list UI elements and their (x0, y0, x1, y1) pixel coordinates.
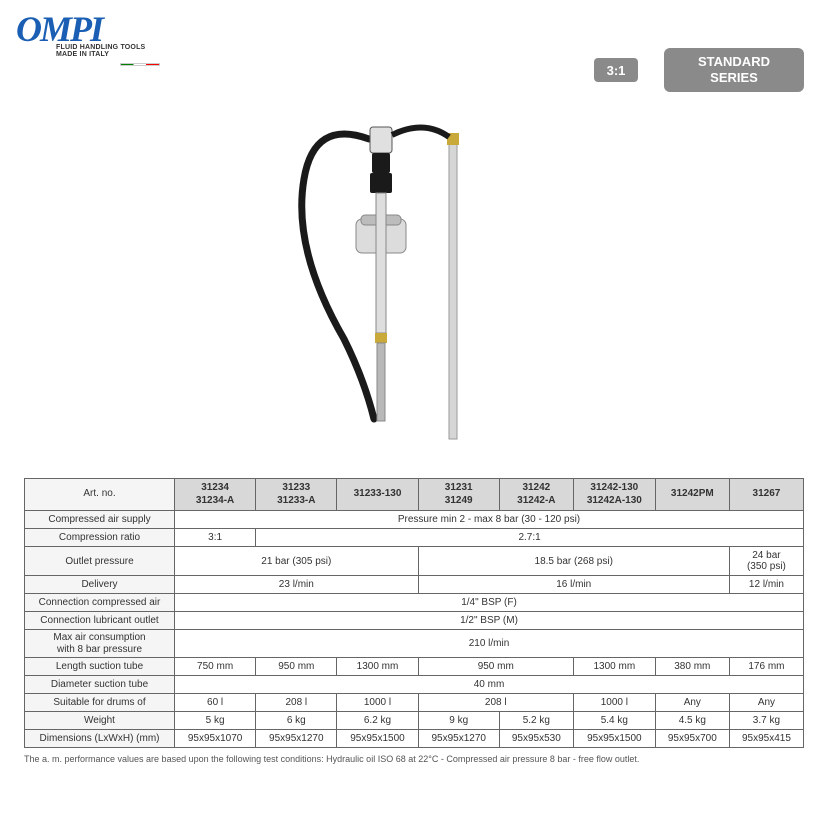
logo-subtitle: FLUID HANDLING TOOLS MADE IN ITALY (56, 44, 156, 58)
spec-table: Art. no. 3123431234-A 3123331233-A 31233… (24, 478, 804, 748)
row-air-supply: Compressed air supply Pressure min 2 - m… (25, 511, 804, 529)
row-diameter: Diameter suction tube 40 mm (25, 676, 804, 694)
row-outlet-pressure: Outlet pressure 21 bar (305 psi) 18.5 ba… (25, 547, 804, 576)
brand-logo: OMPI FLUID HANDLING TOOLS MADE IN ITALY (16, 8, 156, 78)
col-31233-130: 31233-130 (337, 479, 418, 511)
row-compression-ratio: Compression ratio 3:1 2.7:1 (25, 529, 804, 547)
col-31242pm: 31242PM (655, 479, 729, 511)
ratio-badge: 3:1 (594, 58, 638, 82)
header-row: Art. no. 3123431234-A 3123331233-A 31233… (25, 479, 804, 511)
header: OMPI FLUID HANDLING TOOLS MADE IN ITALY … (0, 0, 828, 100)
row-dimensions: Dimensions (LxWxH) (mm) 95x95x1070 95x95… (25, 730, 804, 748)
italy-flag-icon (120, 63, 160, 66)
row-delivery: Delivery 23 l/min 16 l/min 12 l/min (25, 576, 804, 594)
col-31267: 31267 (729, 479, 803, 511)
row-conn-air: Connection compressed air 1/4" BSP (F) (25, 594, 804, 612)
series-line1: STANDARD (698, 54, 770, 70)
col-31231: 3123131249 (418, 479, 499, 511)
pump-illustration-icon (274, 109, 554, 469)
col-31234: 3123431234-A (175, 479, 256, 511)
col-31233: 3123331233-A (256, 479, 337, 511)
row-max-air: Max air consumptionwith 8 bar pressure 2… (25, 630, 804, 658)
row-length: Length suction tube 750 mm 950 mm 1300 m… (25, 658, 804, 676)
series-line2: SERIES (710, 70, 758, 86)
col-31242-130: 31242-13031242A-130 (573, 479, 655, 511)
row-drums: Suitable for drums of 60 l 208 l 1000 l … (25, 694, 804, 712)
row-conn-lub: Connection lubricant outlet 1/2" BSP (M) (25, 612, 804, 630)
series-badge: STANDARD SERIES (664, 48, 804, 92)
header-artno: Art. no. (25, 479, 175, 511)
footnote: The a. m. performance values are based u… (24, 754, 804, 764)
product-illustration (0, 100, 828, 478)
row-weight: Weight 5 kg 6 kg 6.2 kg 9 kg 5.2 kg 5.4 … (25, 712, 804, 730)
col-31242: 3124231242-A (499, 479, 573, 511)
